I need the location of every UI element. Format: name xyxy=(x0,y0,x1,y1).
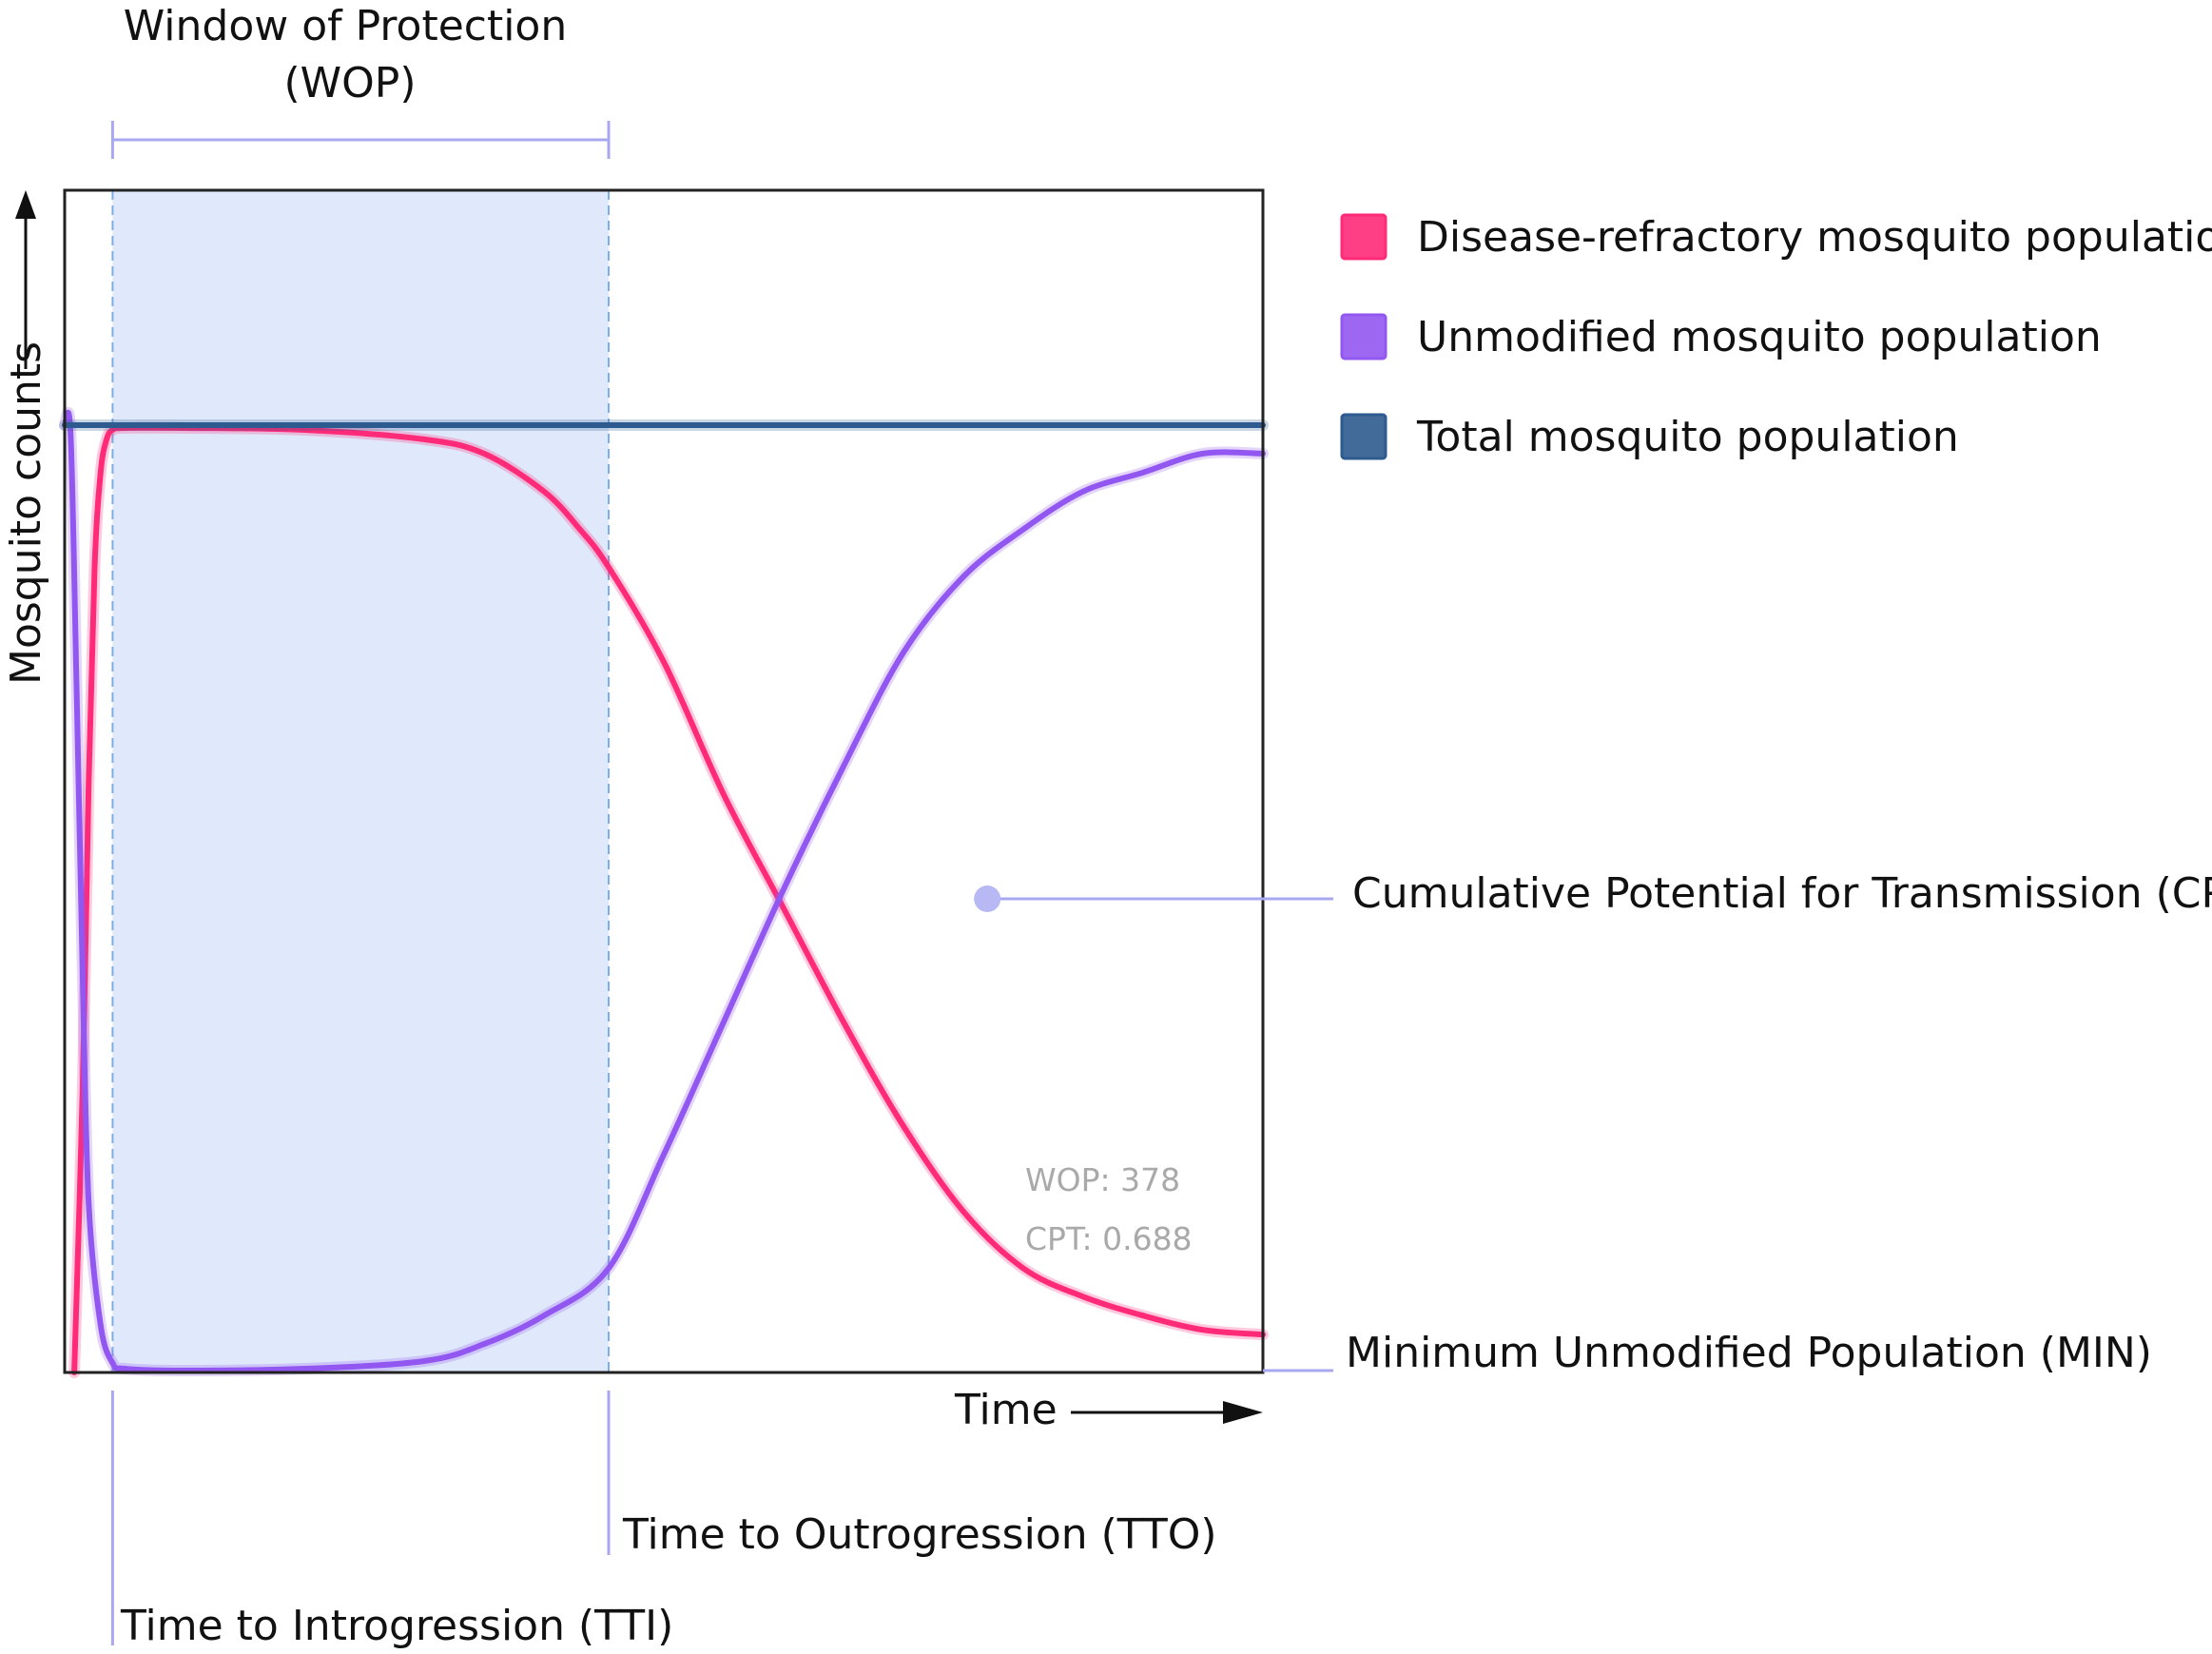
disease-refractory-mosquito-population-line xyxy=(71,424,1266,1375)
cpt-callout xyxy=(974,885,1333,912)
x-arrowhead xyxy=(1223,1401,1263,1424)
legend-swatch-disease-refractory-mosquito-population xyxy=(1340,213,1387,261)
series-layer xyxy=(59,406,1269,1378)
y-axis-label: Mosquito counts xyxy=(2,341,50,685)
wop-title-line2: (WOP) xyxy=(283,59,416,107)
unmodified-mosquito-population-line xyxy=(62,409,1266,1373)
y-arrowhead xyxy=(15,190,36,219)
legend-label-total-mosquito-population: Total mosquito population xyxy=(1416,413,1959,461)
legend-swatch-unmodified-mosquito-population xyxy=(1340,313,1387,360)
cpt-marker-dot xyxy=(974,885,1001,912)
tto-label: Time to Outrogression (TTO) xyxy=(622,1510,1217,1559)
wop-bracket xyxy=(110,121,611,159)
min-label: Minimum Unmodified Population (MIN) xyxy=(1346,1329,2152,1377)
tti-label: Time to Introgression (TTI) xyxy=(120,1602,673,1650)
wop-stat-text: WOP: 378 xyxy=(1025,1161,1180,1198)
cpt-label: Cumulative Potential for Transmission (C… xyxy=(1352,869,2212,918)
legend-label-disease-refractory-mosquito-population: Disease-refractory mosquito population xyxy=(1417,213,2212,262)
legend: Disease-refractory mosquito population Un… xyxy=(1340,213,2212,461)
cpt-stat-text: CPT: 0.688 xyxy=(1025,1220,1193,1257)
y-axis-arrow-icon xyxy=(15,190,36,369)
legend-label-unmodified-mosquito-population: Unmodified mosquito population xyxy=(1417,313,2102,361)
wop-title-line1: Window of Protection xyxy=(124,2,567,50)
legend-swatch-total-mosquito-population xyxy=(1340,413,1387,460)
x-axis-arrow-icon xyxy=(1071,1401,1263,1424)
plot-frame xyxy=(63,188,1265,1374)
wop-shaded-region xyxy=(112,190,610,1372)
x-axis-label: Time xyxy=(954,1386,1057,1434)
